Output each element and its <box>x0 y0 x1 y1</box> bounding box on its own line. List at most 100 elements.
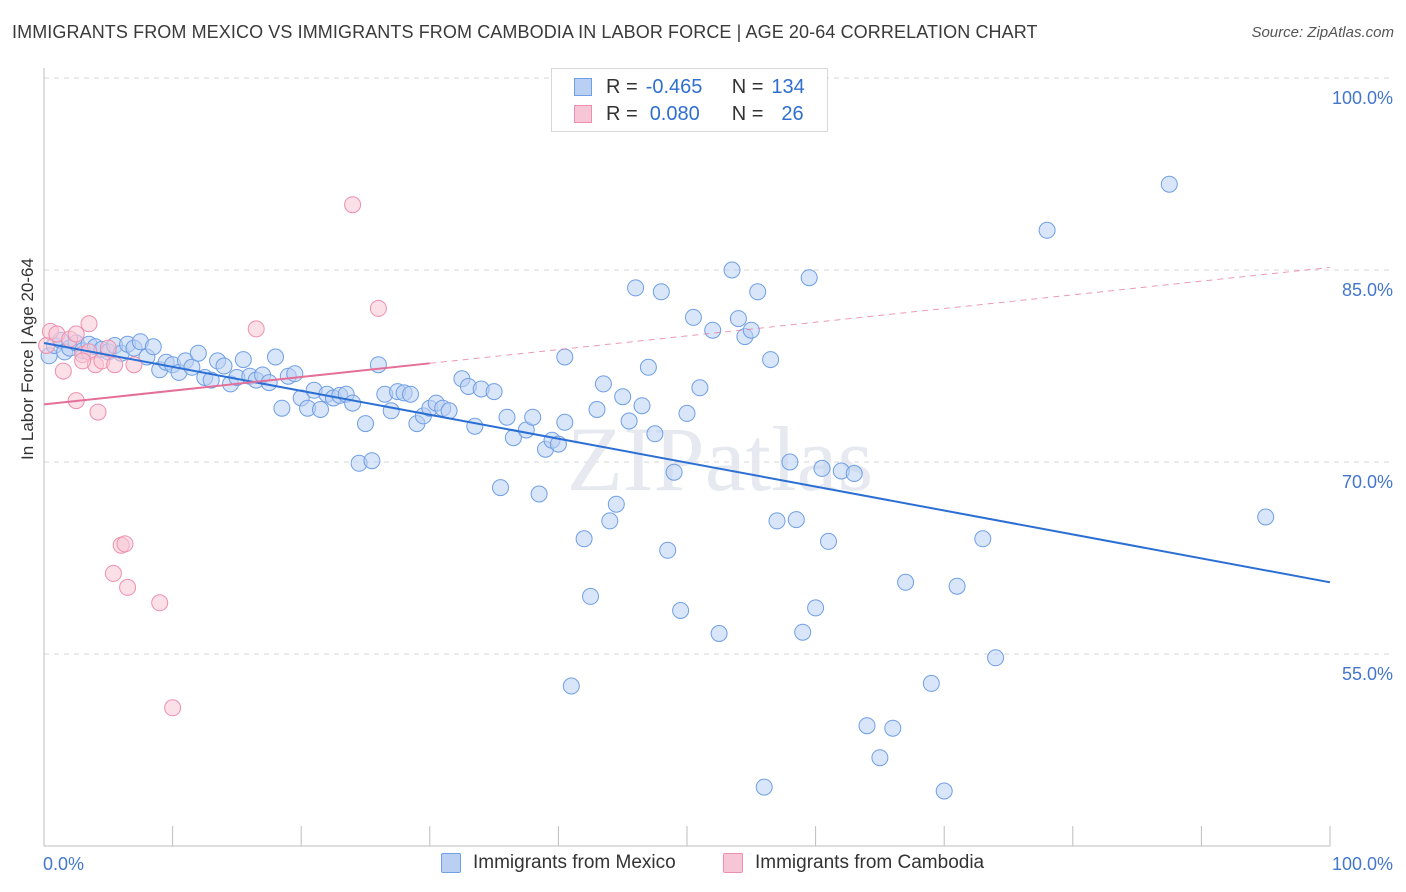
mexico-point <box>273 399 291 417</box>
legend-n-value: 26 <box>781 102 804 125</box>
x-tick-label: 100.0% <box>1332 854 1393 874</box>
cambodia-trend-extension <box>429 266 1331 364</box>
mexico-point <box>202 371 220 389</box>
mexico-point <box>723 261 741 279</box>
mexico-point <box>948 577 966 595</box>
mexico-point <box>646 425 664 443</box>
mexico-point <box>1160 175 1178 193</box>
mexico-point <box>672 602 690 619</box>
mexico-point <box>897 573 915 591</box>
mexico-point <box>800 269 818 287</box>
y-tick-label: 55.0% <box>1342 664 1393 684</box>
mexico-point <box>485 383 503 401</box>
mexico-point <box>594 375 612 393</box>
legend-item-cambodia[interactable]: Immigrants from Cambodia <box>723 852 984 874</box>
watermark: ZIPatlas <box>567 408 874 510</box>
mexico-point <box>691 379 709 397</box>
cambodia-point <box>104 564 122 582</box>
legend-row-cambodia: R = 0.080 N = 26 <box>574 102 804 126</box>
mexico-point <box>189 344 207 362</box>
cambodia-point <box>151 594 169 612</box>
mexico-point <box>402 385 419 403</box>
mexico-point <box>768 512 786 530</box>
y-tick-label: 100.0% <box>1332 88 1393 108</box>
cambodia-point <box>369 299 387 317</box>
legend-n-label: N = <box>731 102 764 125</box>
cambodia-point <box>54 362 72 380</box>
tick-labels: 100.0% 85.0% 70.0% 55.0% 0.0% 100.0% <box>43 88 1393 874</box>
series-legend: Immigrants from Mexico Immigrants from C… <box>0 852 1406 878</box>
cambodia-point <box>119 578 137 596</box>
mexico-point <box>588 401 606 418</box>
mexico-point <box>382 402 400 420</box>
source-credit: Source: ZipAtlas.com <box>1251 24 1394 41</box>
mexico-point <box>987 649 1005 667</box>
mexico-point <box>607 495 625 513</box>
legend-label-mexico: Immigrants from Mexico <box>473 852 676 873</box>
stats-legend: R = -0.465 N = 134 R = 0.080 N = 26 <box>551 68 828 132</box>
cambodia-points <box>38 196 387 717</box>
mexico-point <box>627 279 645 297</box>
legend-r-value: 0.080 <box>649 102 700 125</box>
mexico-point <box>1257 508 1275 526</box>
mexico-point <box>794 623 812 641</box>
mexico-point <box>498 408 516 426</box>
mexico-point <box>357 415 374 433</box>
mexico-point <box>729 310 747 328</box>
x-tick-label: 0.0% <box>43 854 84 874</box>
mexico-point <box>363 452 381 470</box>
mexico-point <box>1038 221 1056 239</box>
mexico-point <box>267 348 284 366</box>
mexico-point <box>183 358 201 376</box>
trend-lines <box>43 266 1331 584</box>
legend-r-value: -0.465 <box>645 75 703 98</box>
legend-r-label: R = <box>606 75 638 98</box>
chart-title: IMMIGRANTS FROM MEXICO VS IMMIGRANTS FRO… <box>12 22 1038 42</box>
mexico-point <box>704 321 722 339</box>
legend-r-label: R = <box>606 102 638 125</box>
cambodia-legend-swatch <box>723 853 743 873</box>
cambodia-point <box>106 356 124 374</box>
mexico-point <box>787 511 805 529</box>
mexico-point <box>215 357 233 375</box>
mexico-point <box>884 719 902 737</box>
mexico-point <box>974 530 992 548</box>
mexico-point <box>749 283 767 301</box>
mexico-point <box>813 459 831 477</box>
mexico-point <box>678 404 696 422</box>
mexico-point <box>234 351 252 369</box>
mexico-point <box>614 388 632 406</box>
cambodia-point <box>116 535 134 553</box>
mexico-point <box>633 397 651 415</box>
mexico-point <box>652 283 670 301</box>
mexico-point <box>781 453 799 471</box>
mexico-point <box>807 599 825 617</box>
cambodia-point <box>89 403 107 421</box>
mexico-point <box>922 674 940 692</box>
cambodia-swatch <box>574 105 592 123</box>
mexico-point <box>762 351 780 369</box>
mexico-point <box>659 541 677 559</box>
mexico-point <box>820 532 837 550</box>
mexico-point <box>144 338 162 356</box>
mexico-point <box>620 412 638 430</box>
mexico-point <box>562 677 580 695</box>
legend-n-label: N = <box>731 75 764 98</box>
mexico-point <box>755 778 773 796</box>
cambodia-point <box>67 325 85 343</box>
mexico-point <box>742 321 760 339</box>
mexico-point <box>344 394 362 412</box>
mexico-trend-line <box>43 341 1331 584</box>
y-tick-label: 70.0% <box>1342 472 1393 492</box>
mexico-point <box>684 308 702 326</box>
axes <box>43 68 1331 847</box>
legend-item-mexico[interactable]: Immigrants from Mexico <box>441 852 676 874</box>
mexico-point <box>639 358 657 376</box>
cambodia-point <box>344 196 362 214</box>
mexico-point <box>556 348 574 366</box>
legend-row-mexico: R = -0.465 N = 134 <box>574 75 805 99</box>
cambodia-point <box>80 315 98 333</box>
mexico-point <box>871 749 889 767</box>
cambodia-point <box>99 339 117 357</box>
